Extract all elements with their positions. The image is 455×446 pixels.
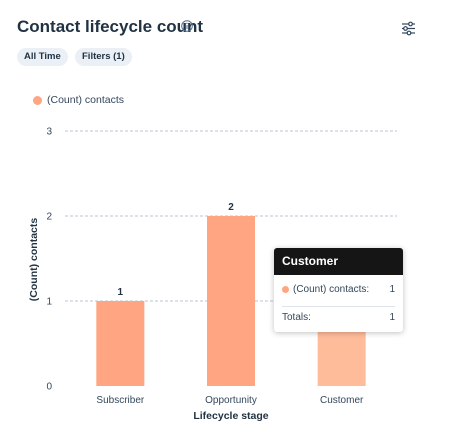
tooltip-series-value: 1 xyxy=(389,284,395,295)
y-tick-label: 2 xyxy=(46,212,52,223)
y-tick-label: 3 xyxy=(46,127,52,138)
bar-data-label: 2 xyxy=(228,202,234,213)
sliders-icon[interactable] xyxy=(400,20,417,37)
tooltip-total-label: Totals: xyxy=(282,312,311,323)
x-tick-label: Subscriber xyxy=(96,395,144,406)
chart-legend[interactable]: (Count) contacts xyxy=(33,94,124,106)
y-tick-label: 0 xyxy=(46,382,52,393)
filters-chip[interactable]: Filters (1) xyxy=(75,48,132,66)
x-tick-label: Opportunity xyxy=(205,395,257,406)
tooltip-title: Customer xyxy=(274,248,403,275)
info-icon[interactable] xyxy=(181,20,193,32)
tooltip-total-value: 1 xyxy=(389,312,395,323)
chart-tooltip: Customer (Count) contacts: 1 Totals: 1 xyxy=(274,248,403,332)
bar-data-label: 1 xyxy=(118,287,124,298)
bar xyxy=(207,216,255,386)
chart-title: Contact lifecycle count xyxy=(17,17,204,36)
tooltip-series-row: (Count) contacts: 1 xyxy=(282,284,395,295)
tooltip-series-swatch xyxy=(282,286,289,293)
x-axis-title: Lifecycle stage xyxy=(193,410,268,422)
all-time-filter-chip[interactable]: All Time xyxy=(17,48,68,66)
legend-swatch xyxy=(33,95,42,105)
tooltip-divider xyxy=(282,306,395,307)
y-tick-label: 1 xyxy=(46,297,52,308)
tooltip-total-row: Totals: 1 xyxy=(282,312,395,323)
x-tick-label: Customer xyxy=(320,395,364,406)
y-axis-title: (Count) contacts xyxy=(28,218,40,302)
bar xyxy=(96,301,145,386)
legend-label: (Count) contacts xyxy=(47,94,125,106)
tooltip-series-label: (Count) contacts: xyxy=(293,284,370,295)
